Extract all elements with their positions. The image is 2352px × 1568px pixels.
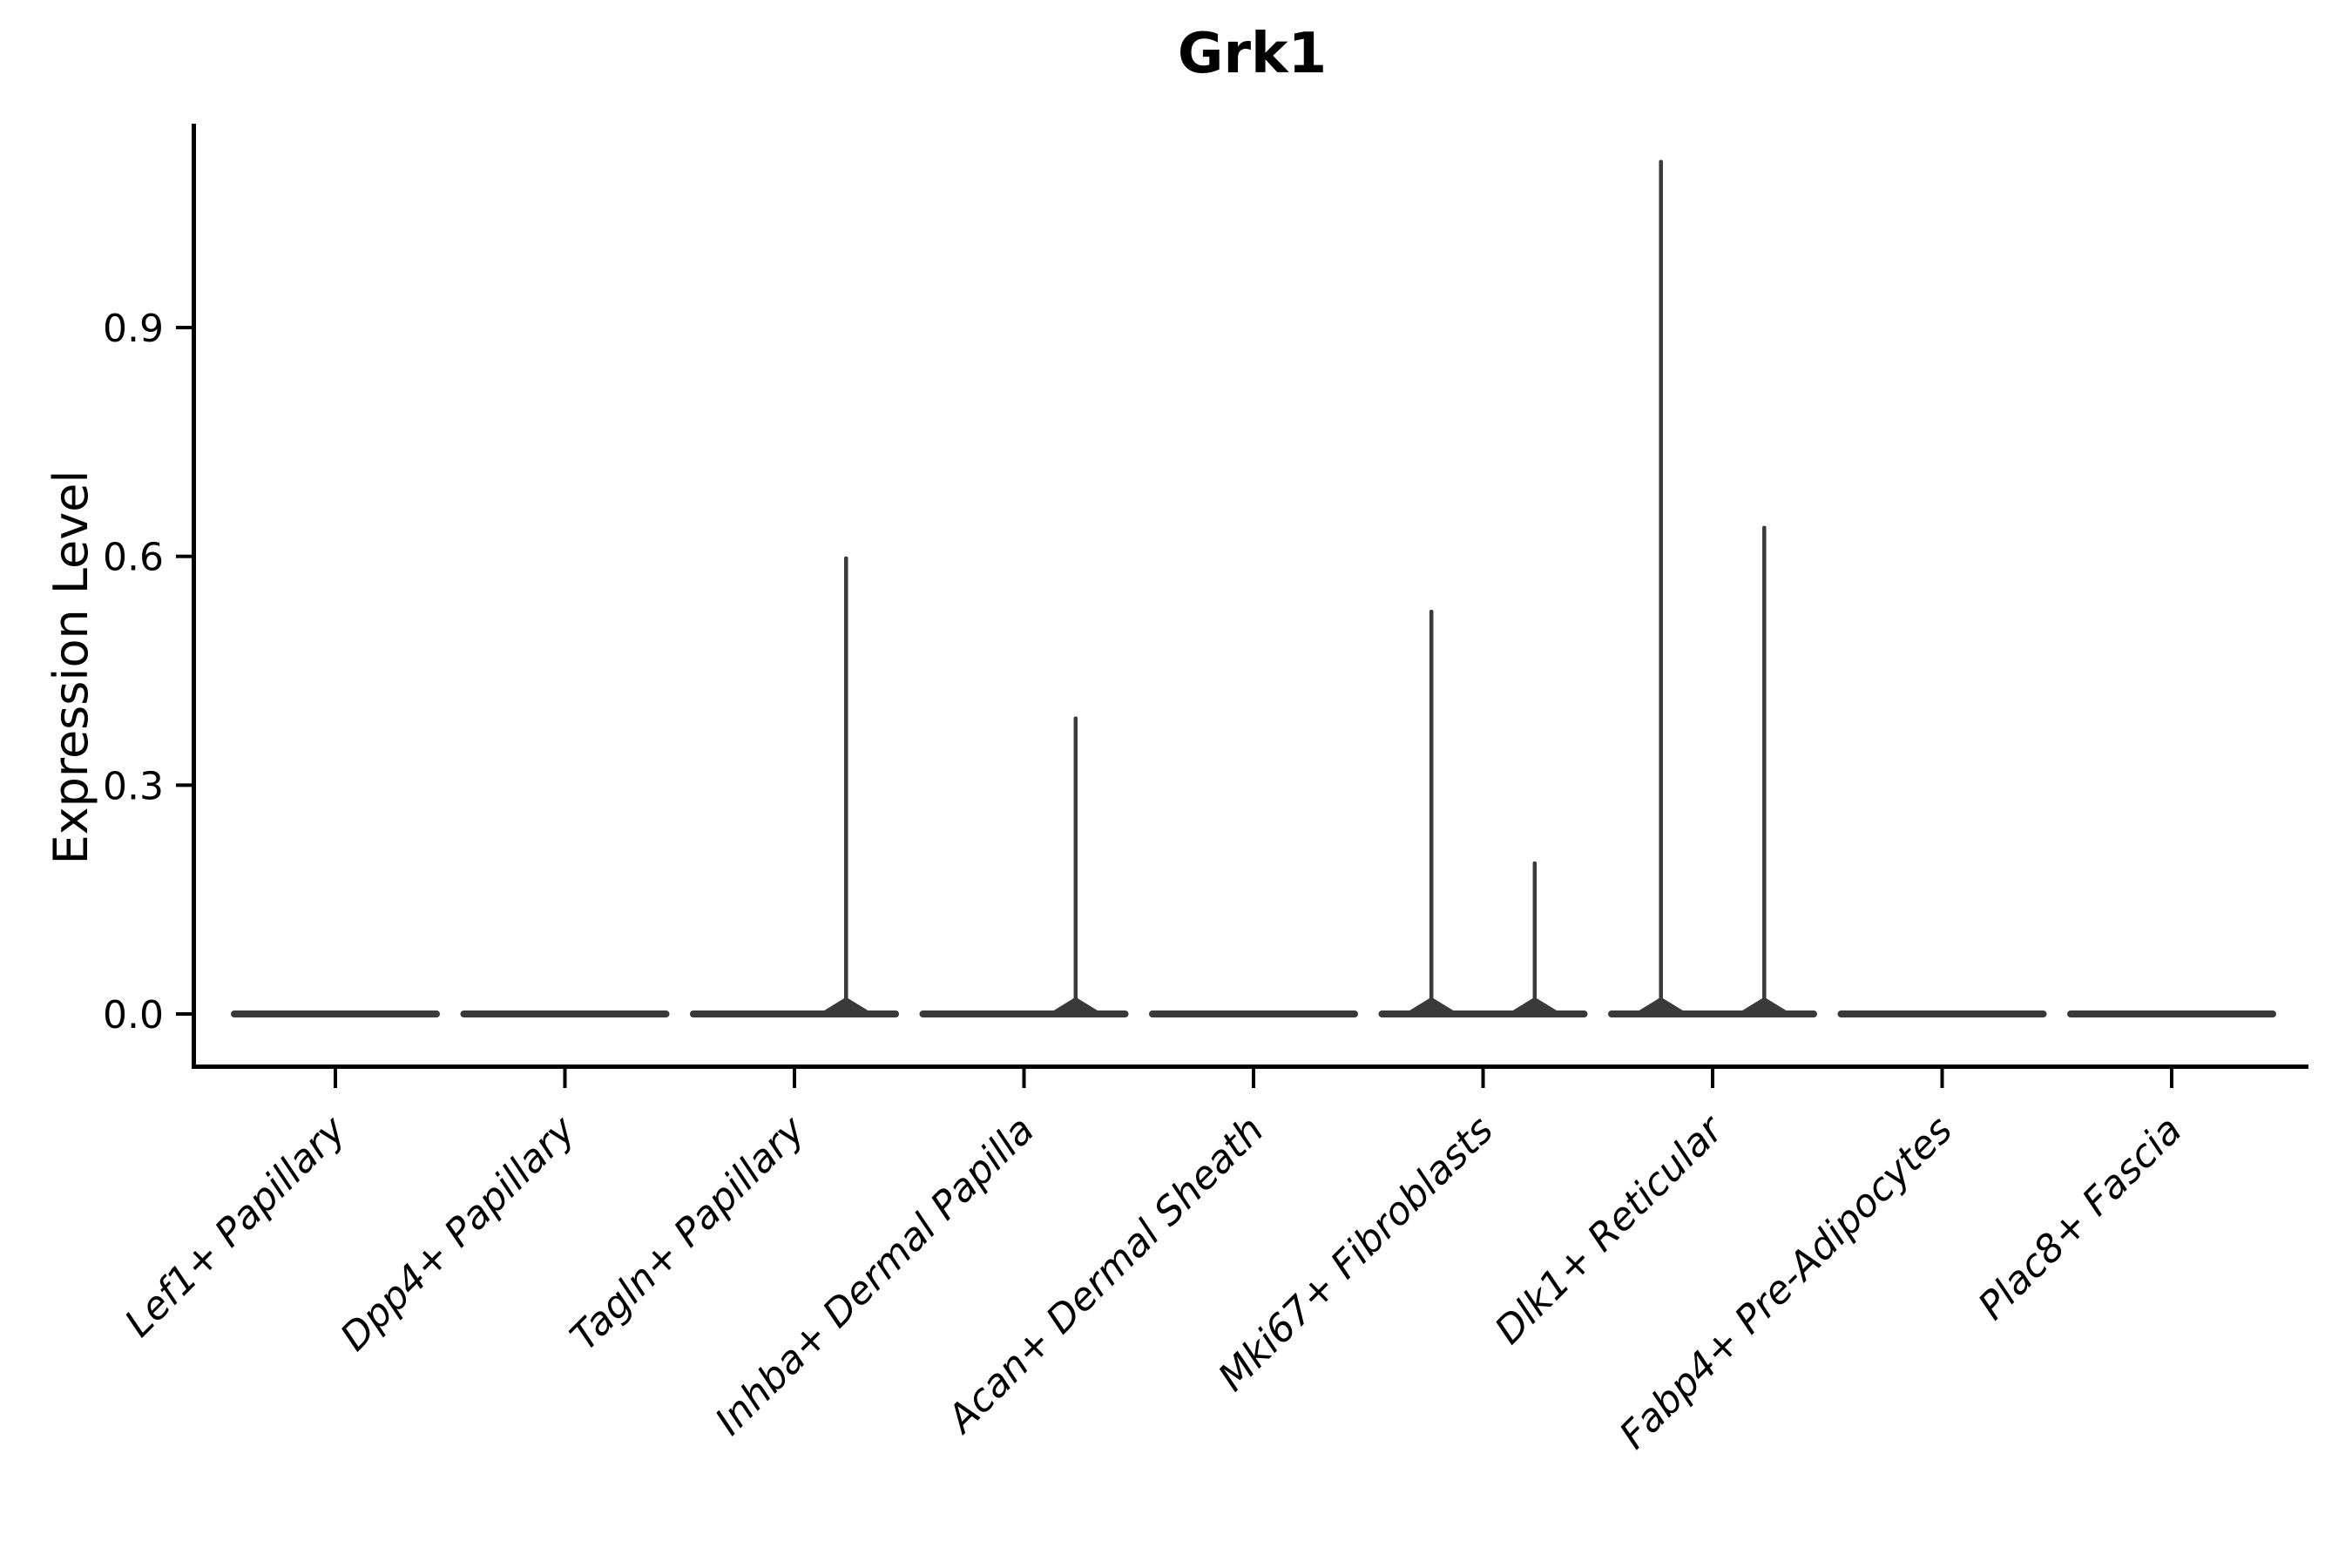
x-tick-label: Tagln+ Papillary bbox=[562, 1107, 814, 1359]
y-tick bbox=[176, 1012, 192, 1016]
violin bbox=[1608, 159, 1817, 1017]
y-tick-label: 0.0 bbox=[103, 993, 164, 1037]
violin-spike bbox=[1073, 716, 1078, 1014]
violin bbox=[2067, 1010, 2276, 1017]
violin-spike bbox=[1532, 861, 1538, 1014]
y-tick-label: 0.9 bbox=[103, 307, 164, 351]
violin bbox=[690, 556, 899, 1017]
y-tick-label: 0.3 bbox=[103, 764, 164, 808]
x-tick-label: Lef1+ Papillary bbox=[117, 1107, 355, 1346]
violin bbox=[460, 1010, 670, 1017]
violin-base bbox=[231, 1010, 440, 1017]
x-tick bbox=[1022, 1069, 1026, 1088]
y-tick bbox=[176, 783, 192, 787]
violin bbox=[1378, 609, 1588, 1017]
violin-spike bbox=[1429, 609, 1434, 1014]
x-tick-label: Dpp4+ Papillary bbox=[332, 1107, 585, 1360]
x-tick bbox=[1940, 1069, 1944, 1088]
violin-spike bbox=[1762, 525, 1767, 1014]
x-tick bbox=[1252, 1069, 1255, 1088]
x-tick bbox=[1481, 1069, 1485, 1088]
x-tick bbox=[563, 1069, 567, 1088]
violin bbox=[231, 1010, 440, 1017]
x-tick bbox=[1711, 1069, 1714, 1088]
violin bbox=[1149, 1010, 1358, 1017]
violin bbox=[919, 716, 1129, 1017]
x-tick bbox=[2170, 1069, 2173, 1088]
x-tick-label: Dlk1+ Reticular bbox=[1486, 1106, 1733, 1353]
chart-title: Grk1 bbox=[1177, 22, 1328, 86]
y-axis-label: Expression Level bbox=[44, 470, 98, 865]
y-tick-label: 0.6 bbox=[103, 536, 164, 580]
x-tick bbox=[793, 1069, 796, 1088]
x-tick-label: Plac8+ Fascia bbox=[1970, 1108, 2190, 1328]
violin-base bbox=[460, 1010, 670, 1017]
violin bbox=[1837, 1010, 2047, 1017]
y-tick bbox=[176, 326, 192, 330]
violin-spike bbox=[844, 556, 848, 1014]
y-tick bbox=[176, 554, 192, 558]
x-axis-spine bbox=[192, 1064, 2308, 1069]
violin-base bbox=[1837, 1010, 2047, 1017]
y-axis-spine bbox=[192, 124, 196, 1069]
violin-base bbox=[1149, 1010, 1358, 1017]
violin-base bbox=[2067, 1010, 2276, 1017]
violin-spike bbox=[1659, 159, 1663, 1014]
x-tick bbox=[334, 1069, 337, 1088]
